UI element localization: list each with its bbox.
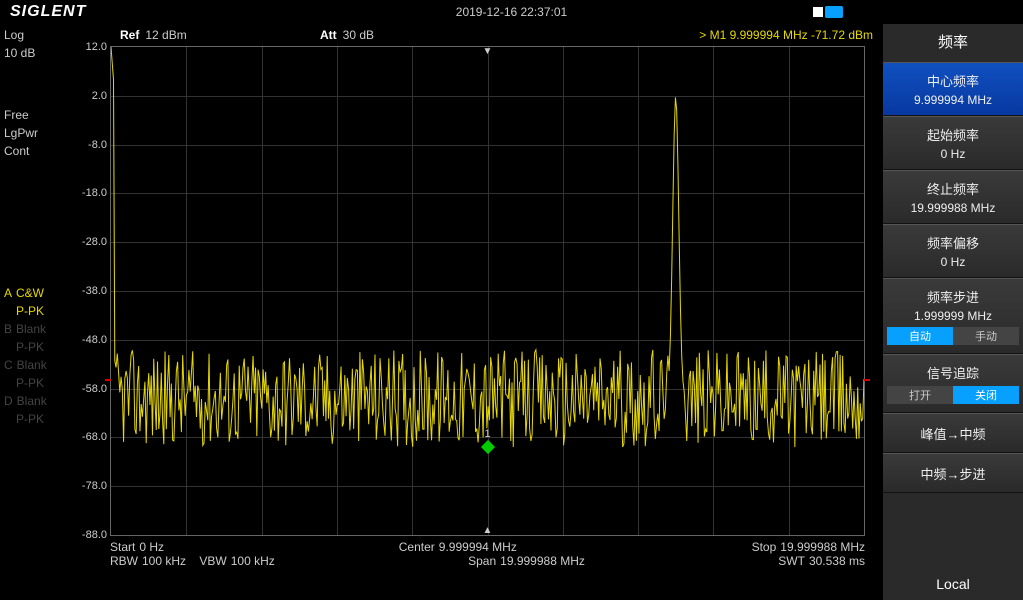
bottom-info: Start0 Hz Center9.999994 MHz Stop19.9999… [110,536,865,568]
signal-track-off[interactable]: 关闭 [953,386,1019,404]
local-button[interactable]: Local [883,568,1023,600]
freq-step-auto[interactable]: 自动 [887,327,953,345]
signal-track-button[interactable]: 信号追踪 打开 关闭 [883,354,1023,413]
scale-value: 10 dB [4,46,56,60]
log-mode: Log [4,28,56,42]
trace-b-label: BBlank [4,322,56,336]
trace-c-label: CBlank [4,358,56,372]
start-freq-readout: Start0 Hz [110,540,164,554]
center-freq-readout: Center9.999994 MHz [399,540,517,554]
rbw-value: 100 kHz [142,554,186,568]
trace-a-label: AC&W [4,286,56,300]
signal-track-on[interactable]: 打开 [887,386,953,404]
freq-step-manual[interactable]: 手动 [953,327,1019,345]
span-readout: Span19.999988 MHz [468,554,585,568]
start-freq-button[interactable]: 起始频率 0 Hz [883,116,1023,170]
trigger-mode: Free [4,108,56,122]
peak-to-cf-button[interactable]: 峰值→中频 [883,413,1023,453]
ref-tick-right [864,379,870,381]
usb-icon [813,6,843,18]
attenuation: Att30 dB [320,28,374,42]
marker-readout: > M1 9.999994 MHz -71.72 dBm [699,28,873,42]
sweep-time-readout: SWT30.538 ms [778,554,865,568]
rbw-label: RBW [110,554,138,568]
trace-c-detector: P-PK [4,376,56,390]
side-title: 频率 [883,24,1023,62]
ref-level: Ref12 dBm [120,28,187,42]
timestamp: 2019-12-16 22:37:01 [456,5,567,19]
vbw-value: 100 kHz [231,554,275,568]
cf-to-step-button[interactable]: 中频→步进 [883,453,1023,493]
spectrum-trace [111,47,864,535]
side-panel: 频率 中心频率 9.999994 MHz 起始频率 0 Hz 终止频率 19.9… [883,24,1023,600]
marker-1-label: 1 [484,428,490,440]
stop-freq-readout: Stop19.999988 MHz [752,540,865,554]
center-freq-button[interactable]: 中心频率 9.999994 MHz [883,62,1023,116]
trace-d-label: DBlank [4,394,56,408]
stop-freq-button[interactable]: 终止频率 19.999988 MHz [883,170,1023,224]
center-marker-top-icon: ▼ [483,46,493,57]
y-axis-labels: 12.02.0-8.0-18.0-28.0-38.0-48.0-58.0-68.… [71,47,109,535]
center-marker-bottom-icon: ▲ [483,525,493,536]
sweep-mode: Cont [4,144,56,158]
left-status-column: Log 10 dB Free LgPwr Cont AC&W P-PK BBla… [0,24,60,600]
spectrum-chart[interactable]: 12.02.0-8.0-18.0-28.0-38.0-48.0-58.0-68.… [110,46,865,536]
ref-tick-left [105,379,111,381]
freq-offset-button[interactable]: 频率偏移 0 Hz [883,224,1023,278]
trace-b-detector: P-PK [4,340,56,354]
trace-a-detector: P-PK [4,304,56,318]
freq-step-button[interactable]: 频率步进 1.999999 MHz 自动 手动 [883,278,1023,354]
vbw-label: VBW [199,554,226,568]
lgpwr-label: LgPwr [4,126,56,140]
brand-logo: SIGLENT [0,3,86,21]
trace-d-detector: P-PK [4,412,56,426]
